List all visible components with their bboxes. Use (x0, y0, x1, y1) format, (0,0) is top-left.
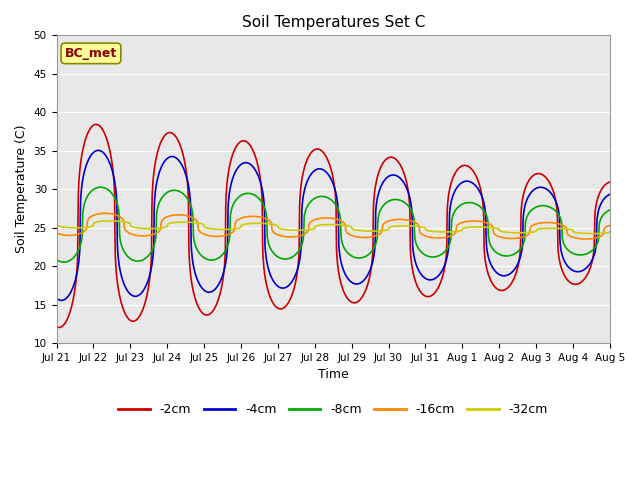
-8cm (541, 203, 548, 209)
Line: -2cm: -2cm (56, 124, 610, 327)
Line: -32cm: -32cm (56, 221, 610, 234)
-4cm (177, 160, 184, 166)
-32cm (163, 224, 170, 229)
-4cm (94, 147, 102, 153)
-16cm (541, 220, 548, 226)
-8cm (420, 251, 428, 257)
-8cm (60, 259, 68, 265)
-8cm (239, 192, 246, 198)
-32cm (238, 222, 246, 228)
-4cm (492, 269, 500, 275)
-4cm (606, 192, 614, 197)
-8cm (606, 207, 614, 213)
Line: -8cm: -8cm (56, 187, 610, 262)
Legend: -2cm, -4cm, -8cm, -16cm, -32cm: -2cm, -4cm, -8cm, -16cm, -32cm (113, 398, 553, 421)
-2cm (92, 121, 100, 127)
-2cm (52, 324, 60, 329)
-16cm (420, 232, 428, 238)
-2cm (239, 138, 246, 144)
-4cm (163, 156, 171, 162)
-2cm (492, 285, 500, 291)
Text: BC_met: BC_met (65, 47, 117, 60)
-4cm (239, 161, 246, 167)
-4cm (52, 295, 60, 301)
-32cm (606, 229, 614, 235)
-2cm (163, 131, 171, 136)
-16cm (606, 223, 614, 228)
-16cm (238, 215, 246, 221)
-32cm (52, 220, 60, 226)
-2cm (606, 179, 614, 185)
-32cm (176, 219, 184, 225)
Y-axis label: Soil Temperature (C): Soil Temperature (C) (15, 125, 28, 253)
-8cm (177, 189, 184, 195)
-2cm (56, 324, 63, 330)
-4cm (420, 274, 428, 280)
-16cm (52, 230, 60, 236)
-2cm (541, 174, 548, 180)
-32cm (492, 225, 499, 231)
-8cm (52, 257, 60, 263)
-16cm (101, 210, 109, 216)
Title: Soil Temperatures Set C: Soil Temperatures Set C (241, 15, 425, 30)
-8cm (97, 184, 104, 190)
-16cm (163, 214, 170, 220)
-2cm (177, 143, 184, 149)
-32cm (589, 231, 597, 237)
-32cm (541, 226, 548, 231)
-16cm (582, 236, 589, 242)
Line: -4cm: -4cm (56, 150, 610, 300)
-4cm (58, 298, 65, 303)
-2cm (420, 292, 428, 298)
-8cm (492, 249, 500, 255)
-16cm (492, 232, 499, 238)
Line: -16cm: -16cm (56, 213, 610, 239)
-16cm (176, 212, 184, 218)
-4cm (541, 185, 548, 191)
X-axis label: Time: Time (318, 368, 349, 381)
-32cm (106, 218, 114, 224)
-32cm (420, 224, 428, 230)
-8cm (163, 190, 171, 195)
